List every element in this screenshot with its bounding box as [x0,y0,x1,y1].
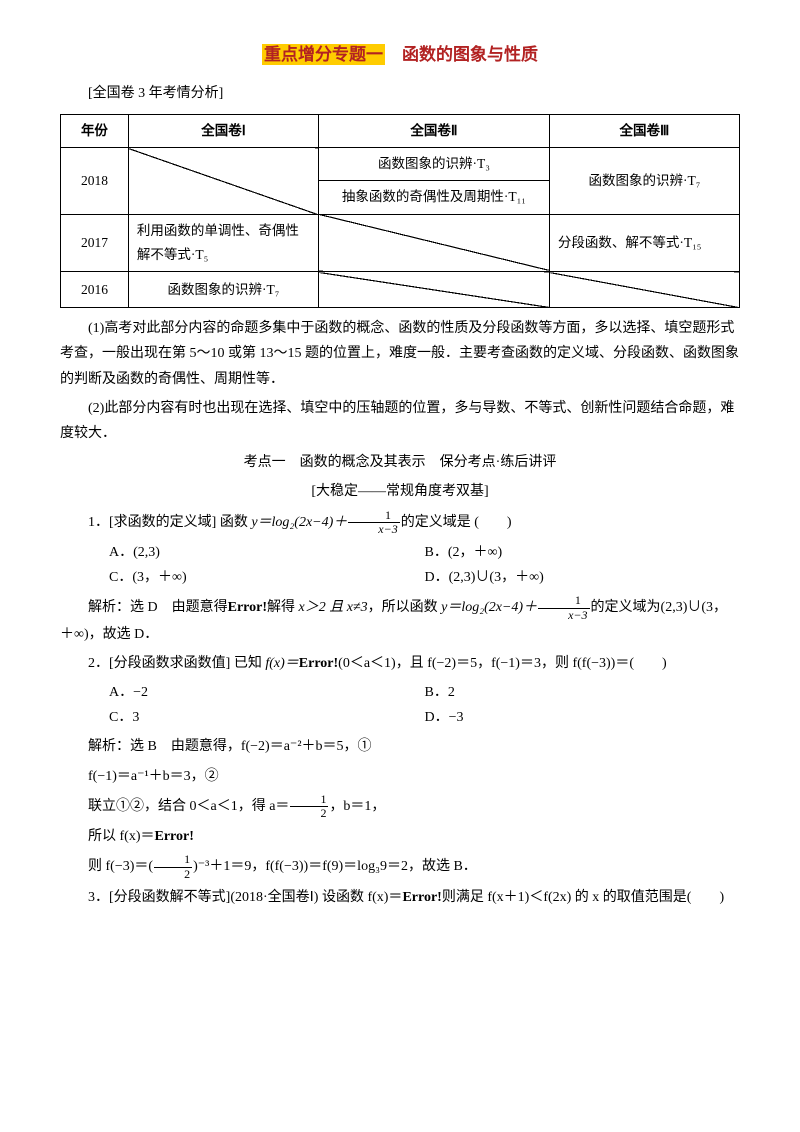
q2-optD: D．−3 [425,705,464,730]
cell-2018-c2a: 函数图象的识辨·T₃ [319,148,550,181]
q1-optA: A．(2,3) [109,540,425,565]
kaodian-line1: 考点一 函数的概念及其表示 保分考点·练后讲评 [60,450,740,475]
q2-optB: B．2 [425,680,455,705]
cell-2017-c3: 分段函数、解不等式·T₁₅ [549,214,739,272]
cell-2018-year: 2018 [61,148,129,215]
q1-optD: D．(2,3)∪(3，＋∞) [425,565,544,590]
cell-2017-c1: 利用函数的单调性、奇偶性解不等式·T₅ [128,214,318,272]
q1-stem: 1．[求函数的定义域] 函数 y＝log₂(2x−4)＋1x−3的定义域是 ( … [60,509,740,536]
q3-stem: 3．[分段函数解不等式](2018·全国卷Ⅰ) 设函数 f(x)＝Error!则… [60,885,740,910]
exam-analysis-table: 年份 全国卷Ⅰ 全国卷Ⅱ 全国卷Ⅲ 2018 函数图象的识辨·T₃ 函数图象的识… [60,114,740,308]
intro-label: [全国卷 3 年考情分析] [60,81,740,106]
col-year: 年份 [61,114,129,147]
table-header-row: 年份 全国卷Ⅰ 全国卷Ⅱ 全国卷Ⅲ [61,114,740,147]
q2-options-row1: A．−2 B．2 [109,680,740,705]
q2-sol5: 则 f(−3)＝(12)⁻³＋1＝9，f(f(−3))＝f(9)＝log₃9＝2… [60,853,740,880]
q2-options-row2: C．3 D．−3 [109,705,740,730]
col-paper2: 全国卷Ⅱ [319,114,550,147]
q2-stem: 2．[分段函数求函数值] 已知 f(x)＝Error!(0＜a＜1)，且 f(−… [60,651,740,676]
page-title: 重点增分专题一 函数的图象与性质 [60,40,740,71]
cell-2018-c1-empty [128,148,318,215]
q2-sol2: f(−1)＝a⁻¹＋b＝3，② [60,764,740,789]
cell-2016-c3-empty [549,272,739,308]
q2-sol1: 解析：选 B 由题意得，f(−2)＝a⁻²＋b＝5，① [60,734,740,759]
cell-2016-year: 2016 [61,272,129,308]
cell-2016-c2-empty [319,272,550,308]
q1-solution: 解析：选 D 由题意得Error!解得 x＞2 且 x≠3，所以函数 y＝log… [60,594,740,647]
kaodian-line2: [大稳定——常规角度考双基] [60,479,740,504]
col-paper1: 全国卷Ⅰ [128,114,318,147]
table-row: 2018 函数图象的识辨·T₃ 函数图象的识辨·T₇ [61,148,740,181]
cell-2018-c3: 函数图象的识辨·T₇ [549,148,739,215]
title-rest: 函数的图象与性质 [385,45,538,64]
col-paper3: 全国卷Ⅲ [549,114,739,147]
title-highlight: 重点增分专题一 [262,44,385,65]
paragraph-2: (2)此部分内容有时也出现在选择、填空中的压轴题的位置，多与导数、不等式、创新性… [60,396,740,446]
paragraph-1: (1)高考对此部分内容的命题多集中于函数的概念、函数的性质及分段函数等方面，多以… [60,316,740,392]
cell-2017-c2-empty [319,214,550,272]
table-row: 2016 函数图象的识辨·T₇ [61,272,740,308]
q2-optC: C．3 [109,705,425,730]
cell-2018-c2b: 抽象函数的奇偶性及周期性·T₁₁ [319,181,550,214]
q1-optC: C．(3，＋∞) [109,565,425,590]
cell-2017-year: 2017 [61,214,129,272]
q1-optB: B．(2，＋∞) [425,540,503,565]
q2-optA: A．−2 [109,680,425,705]
q2-sol3: 联立①②，结合 0＜a＜1，得 a＝12，b＝1， [60,793,740,820]
q2-sol4: 所以 f(x)＝Error! [60,824,740,849]
q1-options-row2: C．(3，＋∞) D．(2,3)∪(3，＋∞) [109,565,740,590]
table-row: 2017 利用函数的单调性、奇偶性解不等式·T₅ 分段函数、解不等式·T₁₅ [61,214,740,272]
q1-options-row1: A．(2,3) B．(2，＋∞) [109,540,740,565]
cell-2016-c1: 函数图象的识辨·T₇ [128,272,318,308]
